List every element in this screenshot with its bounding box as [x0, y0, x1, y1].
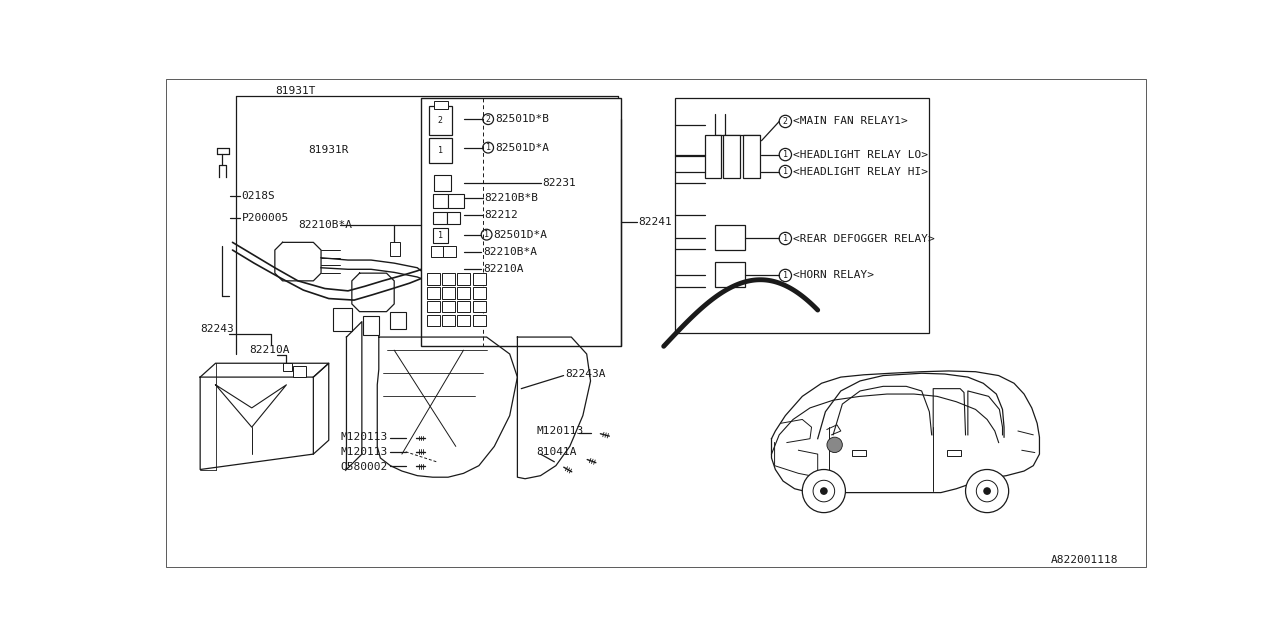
Circle shape [983, 487, 991, 495]
Bar [426, 301, 439, 312]
Bar [433, 212, 447, 224]
Bar [457, 273, 471, 285]
Text: 82501D*A: 82501D*A [494, 230, 548, 239]
Text: 1: 1 [783, 150, 788, 159]
Circle shape [408, 449, 413, 454]
Circle shape [581, 456, 585, 460]
Bar [442, 273, 454, 285]
Text: 1: 1 [438, 231, 443, 240]
Bar [723, 135, 740, 178]
Bar [947, 451, 961, 456]
Bar [390, 243, 399, 256]
Bar [448, 194, 463, 208]
Bar [742, 135, 760, 178]
Text: <HORN RELAY>: <HORN RELAY> [794, 271, 874, 280]
Circle shape [827, 437, 842, 452]
Bar [676, 99, 929, 333]
Text: <MAIN FAN RELAY1>: <MAIN FAN RELAY1> [794, 116, 908, 127]
Bar [447, 212, 461, 224]
Bar [457, 287, 471, 298]
Circle shape [558, 463, 562, 467]
Bar [429, 138, 452, 163]
Bar [457, 301, 471, 312]
Bar [421, 99, 621, 346]
Bar [426, 287, 439, 298]
Text: 82231: 82231 [541, 178, 576, 188]
Bar [472, 315, 486, 326]
Bar [333, 308, 352, 331]
Circle shape [820, 487, 828, 495]
Text: 1: 1 [438, 146, 443, 156]
Text: 82243A: 82243A [566, 369, 605, 379]
Text: M120113: M120113 [340, 447, 388, 457]
Bar [472, 301, 486, 312]
Text: 2: 2 [783, 117, 788, 126]
Bar [433, 228, 448, 243]
Text: 82243: 82243 [200, 324, 234, 334]
Bar [426, 273, 439, 285]
Bar [716, 225, 745, 250]
Bar [390, 312, 406, 328]
Text: M120113: M120113 [340, 432, 388, 442]
Text: <REAR DEFOGGER RELAY>: <REAR DEFOGGER RELAY> [794, 234, 934, 243]
Bar [283, 364, 292, 371]
Text: 1: 1 [783, 234, 788, 243]
Text: 2: 2 [438, 116, 443, 125]
Bar [457, 315, 471, 326]
Bar [431, 246, 443, 257]
Bar [443, 246, 456, 257]
Text: <HEADLIGHT RELAY HI>: <HEADLIGHT RELAY HI> [794, 166, 928, 177]
Bar [704, 135, 722, 178]
Text: 0218S: 0218S [242, 191, 275, 201]
Bar [364, 316, 379, 335]
Bar [442, 287, 454, 298]
Text: 82212: 82212 [484, 211, 518, 220]
Bar [472, 273, 486, 285]
Bar [472, 287, 486, 298]
Circle shape [220, 236, 225, 241]
Text: 81041A: 81041A [536, 447, 577, 457]
Text: 81931T: 81931T [275, 86, 315, 97]
Bar [434, 101, 448, 109]
Bar [442, 301, 454, 312]
Text: P200005: P200005 [242, 212, 289, 223]
Text: 1: 1 [485, 143, 490, 152]
Text: <HEADLIGHT RELAY LO>: <HEADLIGHT RELAY LO> [794, 150, 928, 159]
Bar [716, 262, 745, 287]
Bar [293, 366, 306, 377]
Text: 1: 1 [484, 230, 489, 239]
Text: 1: 1 [783, 271, 788, 280]
Text: 2: 2 [485, 115, 490, 124]
Text: 82210B*A: 82210B*A [483, 247, 536, 257]
Text: 82501D*A: 82501D*A [495, 143, 549, 152]
Bar [433, 194, 448, 208]
Circle shape [408, 436, 413, 440]
Text: 82210B*B: 82210B*B [484, 193, 539, 204]
Bar [852, 451, 867, 456]
Bar [429, 106, 452, 135]
Text: 82501D*B: 82501D*B [495, 114, 549, 124]
Text: 1: 1 [783, 167, 788, 176]
Circle shape [408, 464, 413, 468]
Circle shape [965, 470, 1009, 513]
Circle shape [803, 470, 845, 513]
Text: 81931R: 81931R [308, 145, 348, 155]
Text: 82210A: 82210A [483, 264, 524, 275]
Text: 82210B*A: 82210B*A [298, 220, 352, 230]
Text: Q580002: Q580002 [340, 461, 388, 472]
Bar [426, 315, 439, 326]
Bar [434, 175, 451, 191]
Bar [442, 315, 454, 326]
Text: 82241: 82241 [639, 216, 672, 227]
Circle shape [594, 430, 598, 435]
Text: 82210A: 82210A [250, 345, 291, 355]
Text: M120113: M120113 [536, 426, 584, 436]
Text: A822001118: A822001118 [1051, 556, 1117, 565]
